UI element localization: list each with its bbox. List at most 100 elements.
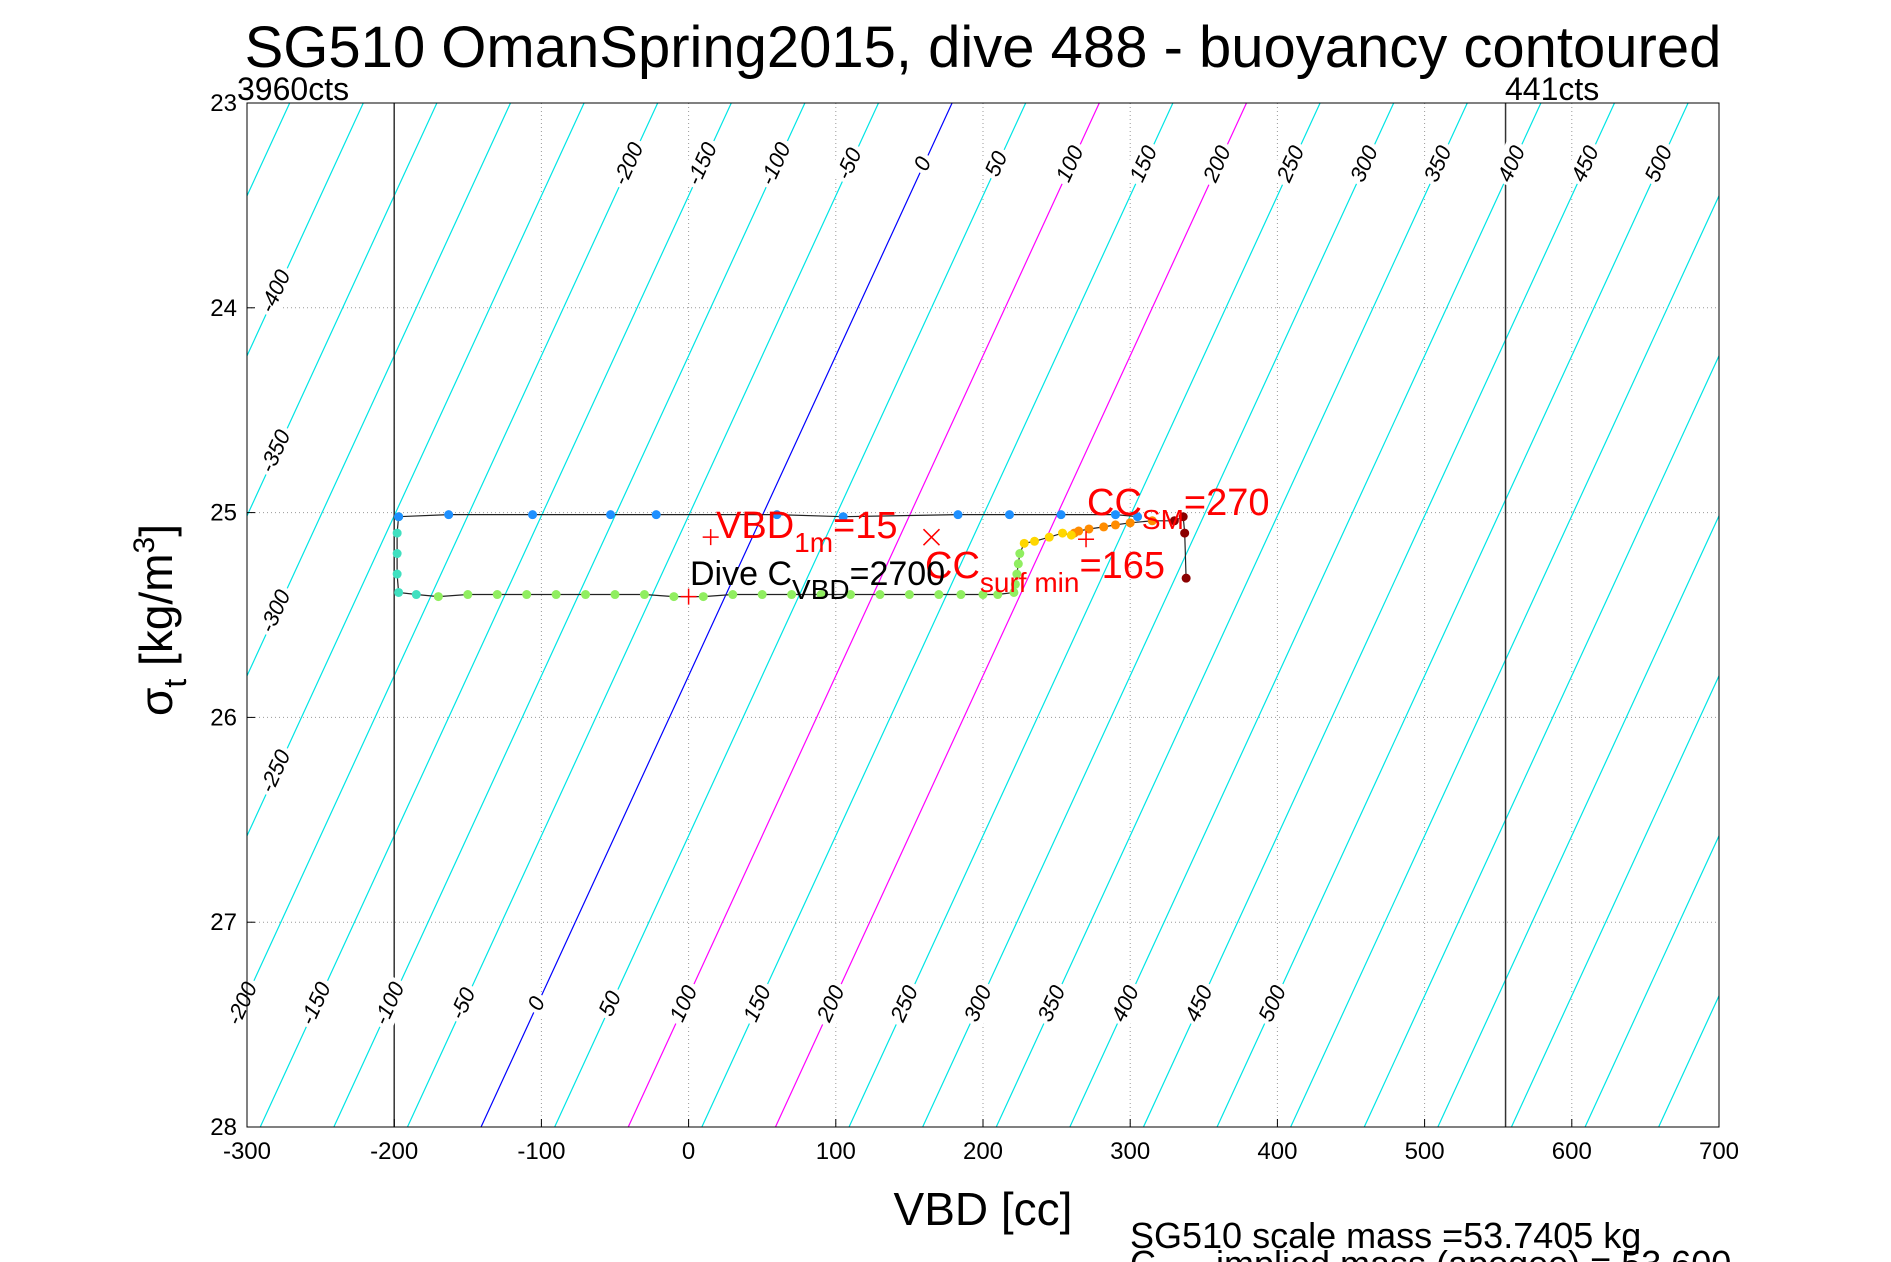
dive-point	[1066, 530, 1076, 540]
contour-line	[848, 103, 1321, 1127]
dive-point	[394, 587, 404, 597]
contour-line	[554, 103, 1027, 1127]
dive-point	[978, 590, 988, 600]
climb-point	[1056, 510, 1066, 520]
buoyancy-contours	[0, 103, 1891, 1127]
dive-point	[728, 590, 738, 600]
x-tick-label: 500	[1405, 1138, 1445, 1165]
contour-line	[1363, 354, 1719, 1127]
contour-label-bg	[1195, 137, 1239, 190]
climb-point	[528, 510, 538, 520]
annotation-dive-c-value: =2700	[850, 555, 946, 593]
dive-point	[934, 590, 944, 600]
contour-label-bg	[1563, 137, 1607, 189]
dive-point	[875, 590, 885, 600]
dive-point	[522, 590, 532, 600]
dive-point	[433, 592, 443, 602]
dive-point	[1030, 536, 1040, 546]
dive-point	[787, 590, 797, 600]
contour-label-bg	[1342, 137, 1386, 189]
contour-label-bg	[1268, 137, 1312, 190]
annotation-dive-c: Dive CVBD=2700	[690, 555, 945, 605]
dive-point	[1180, 528, 1190, 538]
dive-point	[1110, 520, 1120, 530]
contour-line	[0, 103, 142, 1127]
limit-label-left: 3960cts	[237, 71, 349, 107]
dive-point	[1125, 518, 1135, 528]
climb-point	[1133, 512, 1143, 522]
contour-line	[1879, 103, 1891, 1127]
contour-label-bg	[1177, 977, 1220, 1029]
dive-point	[698, 592, 708, 602]
dive-point	[392, 549, 402, 559]
contour-label-bg	[828, 140, 870, 187]
x-tick-label: -300	[223, 1138, 271, 1165]
contour-line	[1732, 103, 1891, 1127]
dive-point	[610, 590, 620, 600]
contour-label-bg	[1489, 137, 1533, 189]
dive-point	[1169, 516, 1179, 526]
contour-line	[406, 103, 880, 1127]
climb-path	[398, 513, 1138, 518]
contour-line	[1142, 103, 1616, 1127]
contour-line	[1216, 103, 1689, 1127]
y-tick-label: 25	[210, 500, 237, 527]
contour-line	[627, 103, 1100, 1127]
contour-label-bg	[442, 979, 483, 1027]
x-tick-label: 200	[963, 1138, 1003, 1165]
dive-point	[816, 590, 826, 600]
contour-line	[0, 103, 69, 1127]
y-axis-label-close: ]	[130, 524, 182, 537]
contour-line	[701, 103, 1174, 1127]
x-tick-label: 400	[1257, 1138, 1297, 1165]
y-axis-label: σt [kg/m3]	[128, 524, 193, 716]
x-tick-label: 300	[1110, 1138, 1150, 1165]
dive-point	[1012, 569, 1022, 579]
y-tick-label: 28	[210, 1114, 237, 1141]
climb-point	[1110, 510, 1120, 520]
annotation-cc-surf-value: =165	[1079, 545, 1165, 587]
contour-label-bg	[252, 742, 298, 800]
dive-point	[581, 590, 591, 600]
dive-point	[1013, 559, 1023, 569]
contour-label-bg	[519, 988, 553, 1018]
dive-point	[1099, 522, 1109, 532]
dive-point	[669, 592, 679, 602]
climb-point	[651, 510, 661, 520]
contour-line	[247, 103, 659, 998]
contour-line	[1437, 514, 1719, 1127]
dive-point	[1044, 532, 1054, 542]
dive-point	[392, 528, 402, 538]
annotation-cc-surf-base: CC	[925, 545, 980, 587]
contour-label-bg	[591, 983, 629, 1023]
contour-line	[774, 103, 1248, 1127]
contour-label-bg	[1048, 137, 1092, 189]
contour-label-bg	[252, 582, 298, 640]
y-tick-label: 27	[210, 909, 237, 936]
contour-label-bg	[906, 149, 939, 178]
dive-point	[392, 569, 402, 579]
x-tick-label: -100	[517, 1138, 565, 1165]
footer-line-1: SG510 scale mass =53.7405 kg	[1130, 1215, 1641, 1256]
contour-line	[259, 103, 732, 1127]
contour-label-bg	[882, 977, 926, 1030]
marker-plus	[1078, 531, 1095, 548]
climb-point	[1004, 510, 1014, 520]
contour-line	[1806, 103, 1891, 1127]
contour-line	[1069, 103, 1542, 1127]
annotation-vbd1m-sub: 1m	[794, 527, 833, 558]
y-tick-labels: 23 24 25 26 27 28	[210, 90, 255, 1141]
climb-point	[606, 510, 616, 520]
markers	[680, 528, 1095, 605]
contour-label-bg	[752, 134, 799, 193]
annotation-cc-sm-sub: SM	[1142, 504, 1184, 535]
contour-label-bg	[292, 974, 339, 1032]
climb-point	[838, 512, 848, 522]
marker-x	[922, 528, 941, 546]
chart-title: SG510 OmanSpring2015, dive 488 - buoyanc…	[245, 15, 1722, 80]
y-axis-label-subscript: t	[157, 679, 193, 688]
contour-line	[247, 103, 585, 838]
contour-line	[922, 103, 1395, 1127]
y-tick-label: 23	[210, 90, 237, 117]
contour-label-bg	[956, 977, 1000, 1029]
